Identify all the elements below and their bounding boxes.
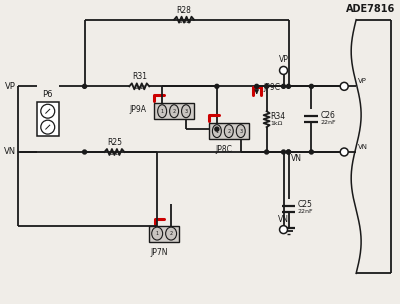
Text: R31: R31 — [132, 72, 147, 81]
Ellipse shape — [224, 125, 233, 138]
Text: 1: 1 — [156, 231, 159, 236]
Text: VN: VN — [291, 154, 302, 163]
FancyBboxPatch shape — [149, 226, 179, 242]
Text: 22nF: 22nF — [298, 209, 313, 214]
Text: VP: VP — [358, 78, 367, 84]
Text: 1: 1 — [215, 129, 218, 134]
Circle shape — [340, 148, 348, 156]
Text: VN: VN — [4, 147, 16, 157]
Circle shape — [265, 150, 269, 154]
Text: 1kΩ: 1kΩ — [270, 121, 283, 126]
Ellipse shape — [170, 105, 178, 118]
Circle shape — [82, 84, 86, 88]
Circle shape — [82, 150, 86, 154]
Ellipse shape — [182, 105, 190, 118]
Text: 2: 2 — [227, 129, 230, 134]
Text: JP9A: JP9A — [129, 105, 146, 114]
Text: R25: R25 — [107, 138, 122, 147]
Circle shape — [282, 150, 286, 154]
Circle shape — [286, 150, 290, 154]
Text: 1MΩ: 1MΩ — [177, 19, 191, 24]
Text: P6: P6 — [42, 90, 53, 99]
Text: ADE7816: ADE7816 — [346, 4, 395, 14]
Text: VP: VP — [278, 55, 288, 64]
Circle shape — [280, 67, 288, 74]
Circle shape — [340, 82, 348, 90]
Circle shape — [309, 150, 313, 154]
Text: 3: 3 — [239, 129, 242, 134]
Ellipse shape — [152, 227, 163, 240]
Circle shape — [215, 84, 219, 88]
Text: VN: VN — [358, 144, 368, 150]
Text: JP8C: JP8C — [216, 145, 232, 154]
Text: 1kΩ: 1kΩ — [133, 85, 146, 90]
Circle shape — [280, 226, 288, 233]
Circle shape — [282, 84, 286, 88]
Ellipse shape — [212, 125, 221, 138]
Text: VN: VN — [278, 215, 289, 224]
Text: C26: C26 — [320, 111, 335, 120]
Text: 2: 2 — [170, 231, 173, 236]
Text: 3: 3 — [184, 109, 188, 114]
Circle shape — [309, 84, 313, 88]
FancyBboxPatch shape — [154, 103, 194, 119]
Circle shape — [286, 84, 290, 88]
Text: C25: C25 — [298, 200, 312, 209]
FancyBboxPatch shape — [37, 102, 59, 136]
Text: 22nF: 22nF — [320, 120, 336, 125]
Circle shape — [286, 150, 290, 154]
FancyBboxPatch shape — [209, 123, 249, 139]
Ellipse shape — [236, 125, 245, 138]
Circle shape — [255, 84, 259, 88]
Text: 1: 1 — [160, 109, 164, 114]
Circle shape — [265, 84, 269, 88]
Circle shape — [41, 120, 55, 134]
Ellipse shape — [166, 227, 176, 240]
Ellipse shape — [158, 105, 167, 118]
Circle shape — [215, 127, 219, 131]
Text: R34: R34 — [270, 112, 286, 121]
Text: 2: 2 — [172, 109, 176, 114]
Circle shape — [41, 104, 55, 118]
Text: VP: VP — [5, 82, 16, 91]
Text: 1kΩ: 1kΩ — [108, 151, 120, 156]
Text: R28: R28 — [177, 6, 192, 15]
Text: JP9C: JP9C — [264, 83, 281, 92]
Text: JP7N: JP7N — [150, 247, 168, 257]
